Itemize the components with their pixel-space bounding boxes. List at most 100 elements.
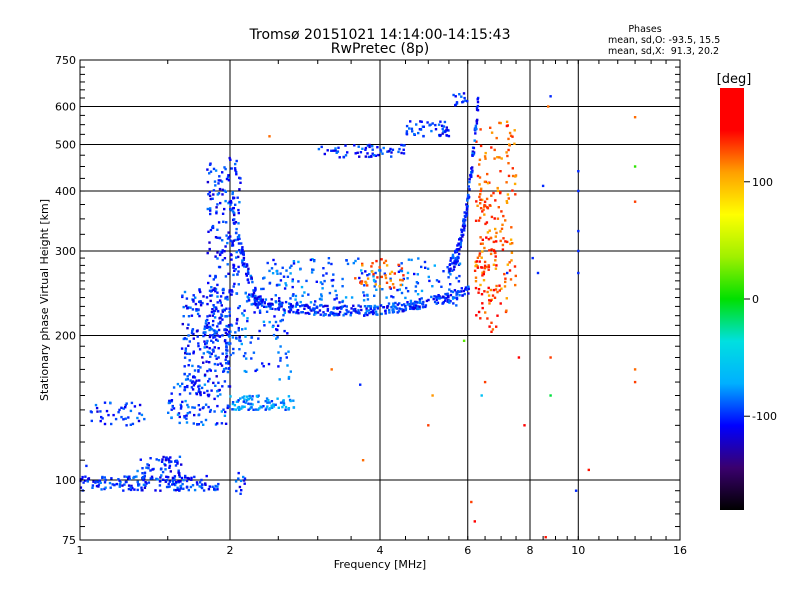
echo-point (464, 286, 468, 289)
echo-point (197, 413, 200, 417)
echo-point (202, 423, 205, 426)
echo-point (489, 288, 493, 292)
echo-point (277, 351, 280, 354)
echo-point (185, 479, 189, 483)
echo-point (372, 275, 375, 278)
echo-point (460, 95, 463, 98)
echo-point (229, 239, 232, 242)
echo-point (187, 405, 190, 409)
echo-point (279, 345, 282, 348)
echo-point (431, 285, 434, 288)
echo-point (197, 404, 200, 407)
echo-point (204, 322, 208, 325)
echo-point (203, 391, 206, 394)
echo-point (265, 310, 269, 313)
echo-point (232, 264, 236, 267)
echo-point (341, 277, 344, 281)
echo-point (390, 155, 393, 158)
echo-point (259, 300, 263, 303)
echo-point (189, 379, 192, 382)
echo-point (483, 264, 487, 267)
echo-point (160, 474, 163, 477)
echo-point (483, 213, 486, 216)
echo-point (255, 368, 259, 371)
echo-point (446, 292, 449, 295)
echo-point (418, 300, 422, 303)
echo-point (493, 296, 497, 299)
echo-point (391, 305, 394, 308)
echo-point (338, 310, 342, 314)
echo-point (297, 260, 300, 264)
y-axis-label: Stationary phase Virtual Height [km] (38, 199, 51, 401)
echo-point (261, 298, 264, 301)
echo-point (511, 174, 515, 178)
echo-point (284, 300, 288, 304)
echo-point (211, 226, 215, 230)
echo-point (161, 470, 165, 474)
echo-point (465, 212, 468, 216)
echo-point (486, 172, 489, 176)
echo-point (390, 306, 393, 309)
echo-point (208, 247, 211, 251)
echo-point (126, 475, 129, 479)
echo-point (98, 479, 101, 482)
echo-point (245, 357, 248, 360)
echo-point (263, 301, 266, 304)
echo-point (217, 347, 220, 350)
echo-point (213, 316, 217, 319)
echo-point (487, 238, 491, 241)
echo-point (180, 347, 184, 350)
stats-o-line: mean, sd,O: -93.5, 15.5 (608, 35, 720, 46)
echo-point (262, 405, 265, 408)
echo-point (209, 170, 213, 173)
echo-point (505, 297, 508, 300)
y-tick-label: 750 (55, 54, 76, 67)
echo-point (396, 303, 399, 306)
echo-point (177, 471, 180, 474)
echo-point (415, 281, 419, 284)
echo-point (95, 484, 99, 488)
echo-point (326, 307, 330, 311)
echo-point (305, 279, 308, 283)
echo-point (216, 404, 219, 408)
echo-point (223, 166, 226, 169)
echo-point (480, 266, 484, 269)
echo-point (214, 354, 217, 358)
echo-point (226, 176, 230, 179)
echo-point (224, 341, 228, 345)
echo-point (260, 301, 263, 304)
echo-point (198, 348, 202, 351)
echo-point (320, 298, 323, 301)
echo-point (249, 274, 253, 278)
echo-point (505, 120, 509, 123)
echo-point (190, 386, 194, 389)
echo-point (146, 463, 149, 466)
echo-point (138, 412, 141, 415)
echo-point (451, 297, 455, 300)
echo-point (387, 302, 391, 305)
echo-point (384, 309, 387, 313)
echo-point (143, 471, 147, 474)
echo-point (474, 280, 478, 283)
echo-point (238, 201, 241, 204)
echo-point (250, 293, 254, 296)
echo-point (478, 252, 482, 255)
echo-point (357, 304, 360, 307)
echo-point (417, 257, 420, 260)
echo-point (452, 93, 455, 97)
echo-point (133, 405, 137, 408)
echo-point (198, 289, 201, 292)
echo-point (377, 153, 380, 157)
echo-point (232, 273, 235, 277)
echo-point (407, 258, 411, 261)
echo-point (257, 400, 260, 404)
echo-point (272, 403, 275, 406)
echo-point (186, 307, 189, 310)
echo-point (454, 258, 457, 262)
echo-point (217, 179, 220, 182)
echo-point (277, 365, 280, 368)
echo-point (178, 473, 181, 477)
echo-point (237, 242, 241, 245)
echo-point (230, 258, 233, 261)
echo-point (430, 295, 433, 299)
